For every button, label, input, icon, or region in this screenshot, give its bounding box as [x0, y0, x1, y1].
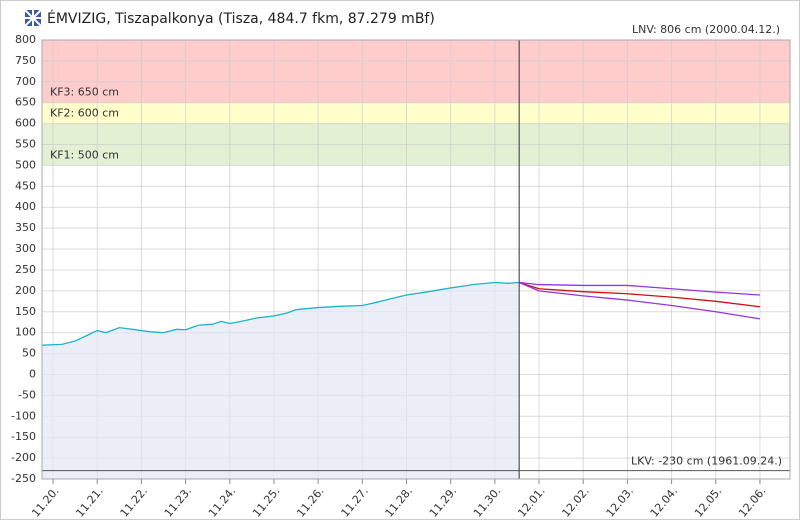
chart-title: ÉMVIZIG, Tiszapalkonya (Tisza, 484.7 fkm…	[47, 10, 435, 27]
y-tick-label: 200	[15, 284, 36, 297]
y-tick-label: 500	[15, 158, 36, 171]
y-tick-label: -100	[11, 409, 36, 422]
threshold-band	[42, 102, 790, 124]
y-tick-label: 450	[15, 179, 36, 192]
y-tick-label: 650	[15, 96, 36, 109]
plot-border	[41, 39, 791, 480]
lnv-label: LNV: 806 cm (2000.04.12.)	[632, 23, 780, 36]
y-tick-label: 300	[15, 242, 36, 255]
line	[41, 281, 520, 346]
y-tick-label: 100	[15, 326, 36, 339]
logo	[24, 9, 42, 27]
threshold-label: KF3: 650 cm	[50, 86, 119, 99]
threshold-label: KF1: 500 cm	[50, 148, 119, 161]
line	[518, 281, 761, 320]
y-tick-label: 0	[29, 367, 36, 380]
y-tick-label: 700	[15, 75, 36, 88]
y-tick-label: -150	[11, 430, 36, 443]
y-tick-label: 400	[15, 200, 36, 213]
line	[518, 281, 761, 308]
area	[42, 282, 520, 479]
y-tick-label: -250	[11, 472, 36, 485]
y-tick-label: 800	[15, 33, 36, 46]
threshold-label: KF2: 600 cm	[50, 107, 119, 120]
y-tick-label: -50	[18, 388, 36, 401]
threshold-band	[42, 40, 790, 103]
y-tick-label: 750	[15, 54, 36, 67]
y-tick-label: 550	[15, 138, 36, 151]
line	[519, 281, 760, 296]
y-tick-label: 50	[22, 347, 36, 360]
y-tick-label: 150	[15, 305, 36, 318]
y-tick-label: 250	[15, 263, 36, 276]
y-tick-label: 600	[15, 117, 36, 130]
y-tick-label: 350	[15, 221, 36, 234]
y-tick-label: -200	[11, 451, 36, 464]
lkv-label: LKV: -230 cm (1961.09.24.)	[631, 455, 782, 468]
